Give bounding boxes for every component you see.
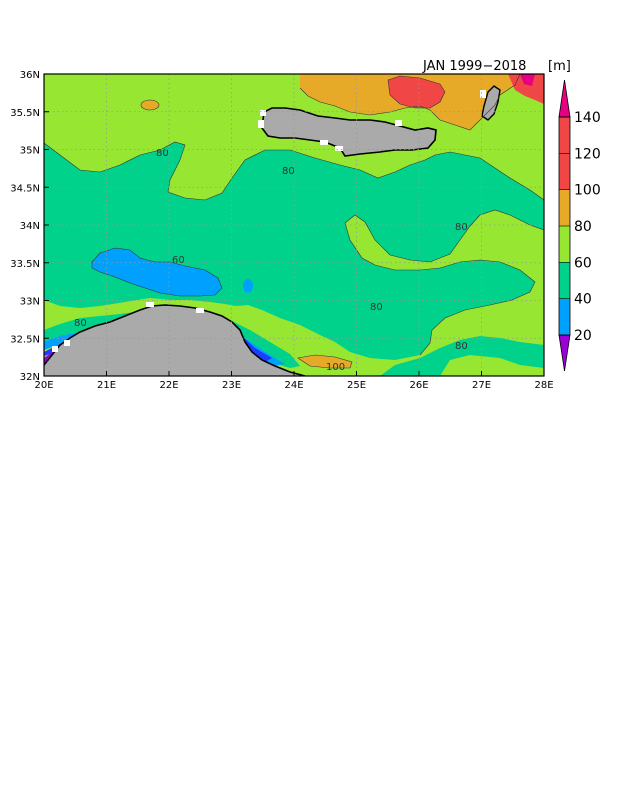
field-100-120-blob xyxy=(141,100,159,110)
x-tick-label: 24E xyxy=(284,380,303,391)
units-label: [m] xyxy=(548,59,571,74)
contour-label-80-c: 80 xyxy=(455,222,468,233)
field-60-80-coast xyxy=(44,310,300,368)
colorbar-high-arrow xyxy=(558,79,571,118)
contour-label-80-f: 80 xyxy=(455,341,468,352)
colorbar-label: 120 xyxy=(574,146,601,162)
libya-coastline xyxy=(44,304,306,376)
contour-label-80-a: 80 xyxy=(156,148,169,159)
colorbar-segment xyxy=(559,153,570,190)
x-tick-label: 27E xyxy=(472,380,491,391)
mask-cell xyxy=(395,120,402,126)
colorbar-label: 20 xyxy=(574,328,592,344)
x-tick-label: 25E xyxy=(347,380,366,391)
y-tick-label: 35N xyxy=(20,146,40,157)
contour-120-north xyxy=(387,75,446,109)
colorbar-label: 40 xyxy=(574,292,592,308)
contour-100-south xyxy=(297,354,353,369)
x-tick-label: 28E xyxy=(534,380,553,391)
y-tick-label: 34.5N xyxy=(10,183,40,194)
y-tick-label: 32N xyxy=(20,372,40,383)
y-tick-label: 33N xyxy=(20,297,40,308)
field-80-100-south xyxy=(440,355,544,376)
x-axis: 20E 21E 22E 23E 24E 25E 26E 27E 28E xyxy=(34,371,554,391)
contour-lines xyxy=(44,74,544,369)
mask-cell xyxy=(64,340,70,346)
mask-cell xyxy=(258,120,264,128)
contour-label-80-d: 80 xyxy=(370,302,383,313)
y-axis: 32N 32.5N 33N 33.5N 34N 34.5N 35N 35.5N 36N xyxy=(10,70,49,383)
x-tick-label: 23E xyxy=(222,380,241,391)
mask-cell xyxy=(196,308,204,313)
mask-cell xyxy=(146,302,154,307)
mask-cell xyxy=(52,346,58,352)
colorbar-segment xyxy=(559,262,570,299)
crete-coastline xyxy=(261,107,437,157)
contour-label-60: 60 xyxy=(172,255,185,266)
contour-label-80-e: 80 xyxy=(74,318,87,329)
y-tick-label: 33.5N xyxy=(10,259,40,270)
colorbar-label: 140 xyxy=(574,110,601,126)
x-tick-label: 21E xyxy=(97,380,116,391)
contour-100-blob xyxy=(140,99,160,111)
contour-label-100: 100 xyxy=(326,362,345,373)
field-140-plus xyxy=(520,74,535,86)
y-tick-label: 35.5N xyxy=(10,108,40,119)
contour-labels: 80 80 80 60 80 80 80 100 xyxy=(74,148,468,373)
y-tick-label: 32.5N xyxy=(10,334,40,345)
colorbar-label: 80 xyxy=(574,219,592,235)
x-tick-label: 20E xyxy=(34,380,53,391)
y-tick-label: 36N xyxy=(20,70,40,81)
east-island-coastline xyxy=(481,85,501,121)
field-120-140-north xyxy=(388,76,445,108)
y-tick-label: 34N xyxy=(20,221,40,232)
mask-cell xyxy=(320,140,328,145)
colorbar-label: 100 xyxy=(574,183,601,199)
colorbar-segment xyxy=(559,226,570,263)
colorbar-low-arrow xyxy=(558,334,571,372)
colorbar-segment xyxy=(559,189,570,226)
colorbar-segment xyxy=(559,117,570,154)
mask-cell xyxy=(335,146,343,151)
crete-land xyxy=(262,108,436,156)
grid-lines xyxy=(44,74,544,376)
contour-60 xyxy=(91,247,223,297)
mask-cell xyxy=(260,110,266,116)
contour-label-80-b: 80 xyxy=(282,166,295,177)
field-120-140-east xyxy=(508,74,544,104)
field-40-60-dot xyxy=(243,279,253,293)
contour-80-central xyxy=(344,209,544,356)
colorbar: 20 40 60 80 100 120 140 xyxy=(558,79,601,372)
mask-cell xyxy=(480,90,486,98)
x-tick-label: 22E xyxy=(159,380,178,391)
field-40-60-blob xyxy=(92,248,222,296)
map-title: JAN 1999−2018 xyxy=(422,59,526,74)
contour-80-north xyxy=(44,141,544,201)
x-tick-label: 26E xyxy=(409,380,428,391)
colorbar-label: 60 xyxy=(574,255,592,271)
colorbar-segment xyxy=(559,298,570,335)
mask-cells xyxy=(52,90,486,352)
